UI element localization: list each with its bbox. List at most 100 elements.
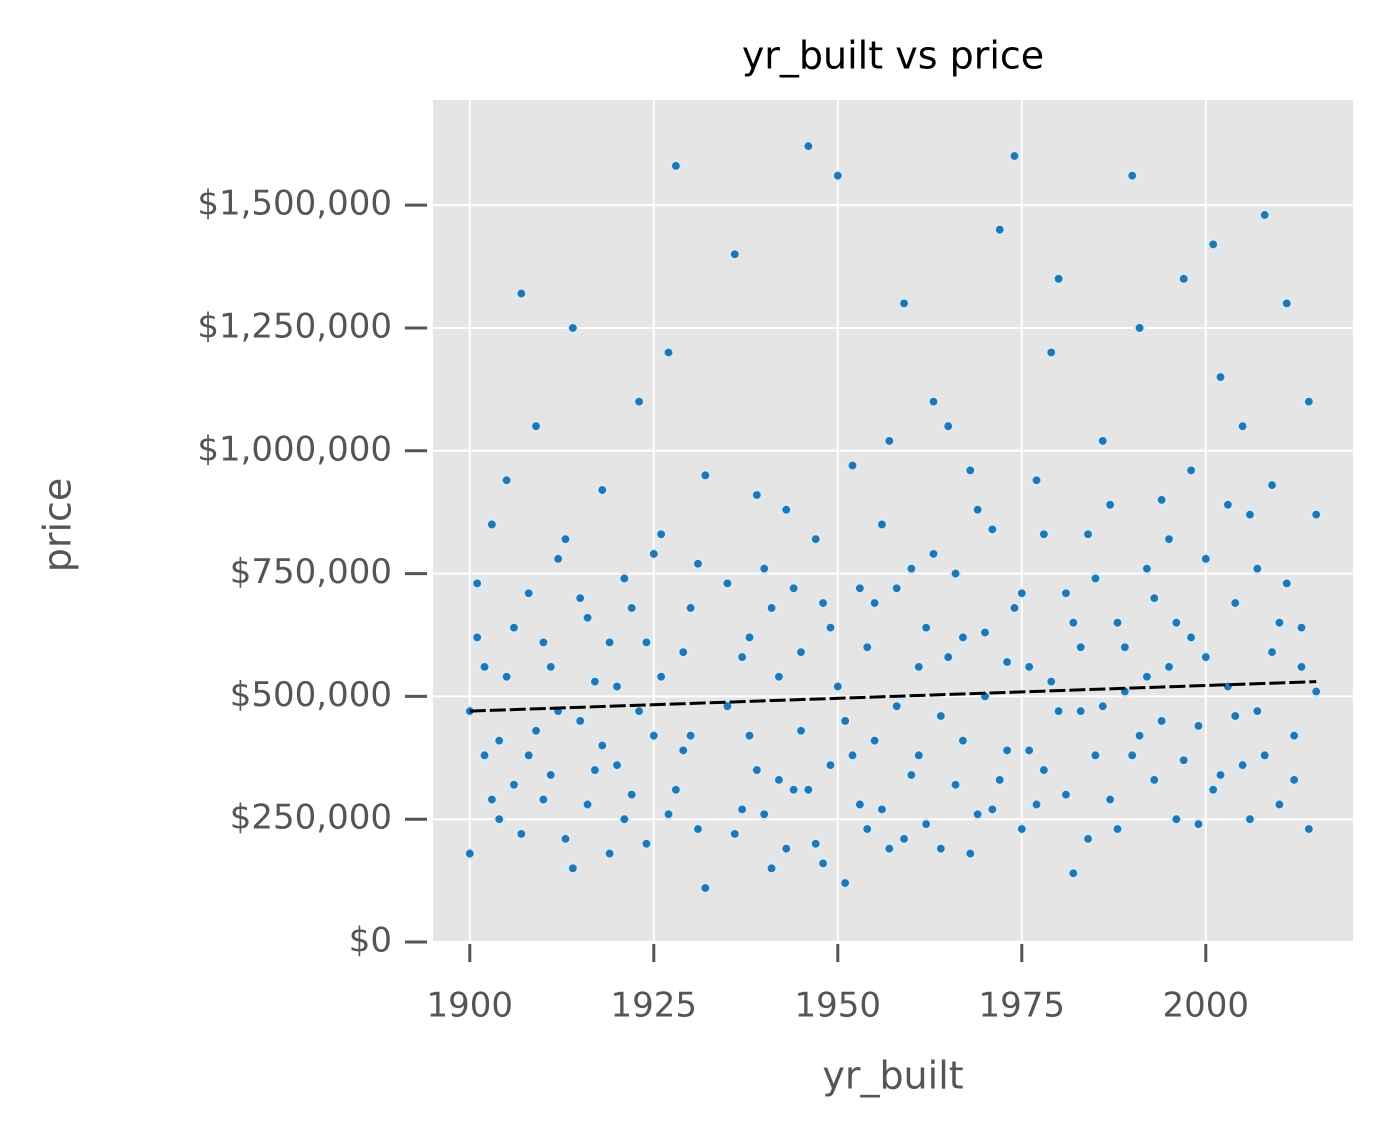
point <box>897 297 911 310</box>
point <box>1111 616 1124 629</box>
point <box>1148 592 1161 605</box>
point <box>1126 169 1139 182</box>
point <box>831 169 844 182</box>
point <box>942 650 955 664</box>
point <box>647 729 660 742</box>
point <box>684 729 697 742</box>
point <box>1081 832 1095 845</box>
point <box>1170 813 1183 826</box>
point <box>566 321 579 335</box>
point <box>875 803 889 816</box>
point <box>949 567 962 580</box>
point <box>1302 395 1315 408</box>
point <box>890 582 903 595</box>
point <box>581 798 594 811</box>
point <box>588 763 602 777</box>
point <box>743 631 756 644</box>
point <box>618 572 631 585</box>
point <box>655 528 668 541</box>
point <box>839 714 852 728</box>
point <box>853 798 866 811</box>
point <box>1302 822 1315 836</box>
point <box>574 592 587 605</box>
point <box>1177 272 1190 285</box>
point <box>1184 464 1198 477</box>
point <box>905 768 918 782</box>
point <box>581 611 594 624</box>
point <box>1096 434 1109 448</box>
point <box>846 749 859 762</box>
point <box>1243 813 1257 826</box>
point <box>1133 321 1146 335</box>
x-tick-label: 1925 <box>611 986 698 1026</box>
point <box>1265 479 1279 492</box>
point <box>507 778 521 791</box>
point <box>537 793 550 806</box>
chart-title: yr_built vs price <box>742 34 1044 78</box>
point <box>971 808 984 821</box>
point <box>1037 763 1050 777</box>
y-tick-label: $1,500,000 <box>197 184 392 224</box>
point <box>978 626 992 639</box>
point <box>1074 641 1087 654</box>
point <box>485 793 498 806</box>
point <box>1199 650 1212 664</box>
point <box>1214 370 1227 384</box>
point <box>824 759 837 772</box>
point <box>552 552 565 565</box>
point <box>1045 346 1058 359</box>
point <box>1023 660 1036 674</box>
point <box>728 248 741 261</box>
point <box>986 803 999 816</box>
point <box>743 729 756 742</box>
point <box>1045 675 1058 688</box>
point <box>610 759 624 772</box>
point <box>1207 783 1220 796</box>
x-tick-label: 1975 <box>979 986 1066 1026</box>
point <box>1295 621 1308 634</box>
point <box>500 474 513 487</box>
point <box>662 346 675 359</box>
point <box>1192 818 1205 831</box>
point <box>956 734 970 747</box>
point <box>1243 508 1257 521</box>
point <box>1229 596 1242 610</box>
point <box>1288 729 1301 742</box>
point <box>655 670 668 683</box>
point <box>632 705 646 718</box>
point <box>544 660 557 674</box>
point <box>1251 705 1264 718</box>
point <box>1052 705 1065 718</box>
point <box>1059 788 1073 801</box>
point <box>1104 498 1117 511</box>
point <box>920 818 933 831</box>
point <box>1140 670 1154 683</box>
point <box>934 709 947 723</box>
point <box>1059 587 1073 600</box>
point <box>1177 754 1190 767</box>
point <box>485 518 498 531</box>
point <box>868 734 881 747</box>
point <box>927 395 940 408</box>
point <box>1140 562 1154 575</box>
point <box>1155 714 1168 728</box>
y-tick-label: $1,250,000 <box>197 306 392 346</box>
point <box>1310 508 1323 521</box>
point <box>964 847 977 860</box>
point <box>794 724 808 737</box>
point <box>816 857 830 870</box>
point <box>677 646 690 659</box>
point <box>861 641 874 654</box>
point <box>1273 798 1286 811</box>
y-tick-label: $0 <box>349 921 392 961</box>
point <box>750 763 763 777</box>
point <box>949 778 962 791</box>
point <box>964 464 977 477</box>
point <box>1229 709 1242 723</box>
point <box>566 862 579 875</box>
point <box>1081 528 1095 541</box>
point <box>853 582 866 595</box>
point <box>912 749 925 762</box>
point <box>1192 719 1205 732</box>
point <box>905 562 918 575</box>
